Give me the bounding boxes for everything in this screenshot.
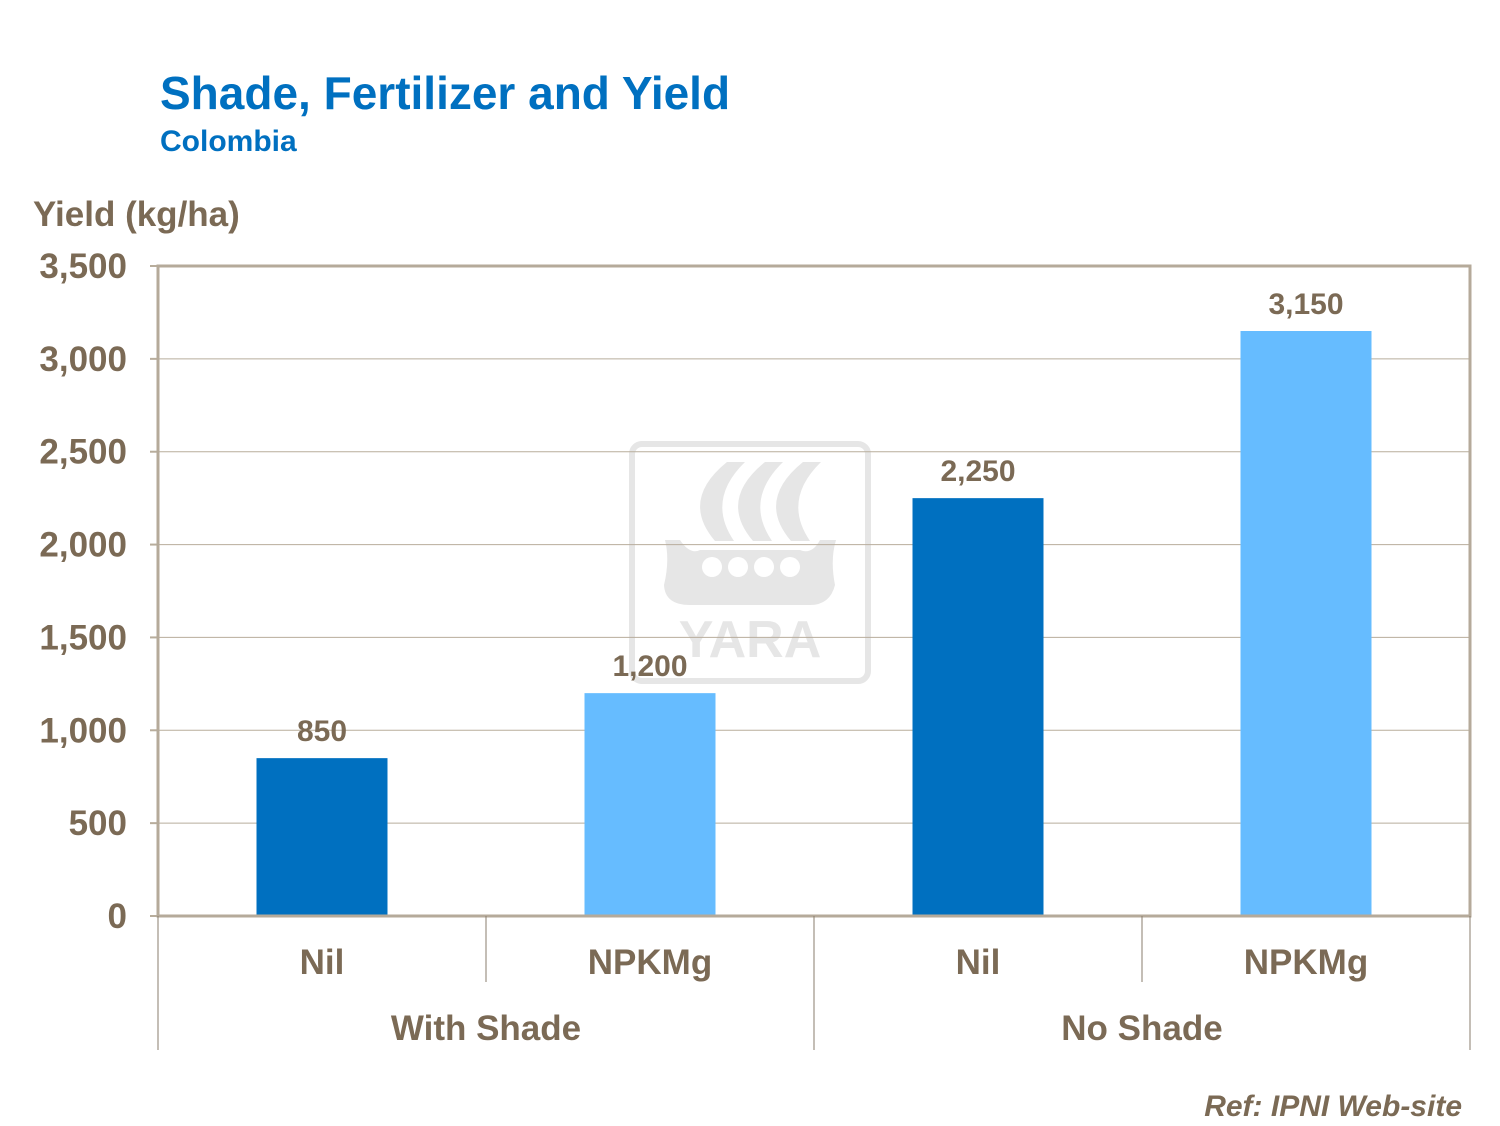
bar (584, 693, 716, 916)
y-axis-label: Yield (kg/ha) (33, 195, 240, 234)
source-reference: Ref: IPNI Web-site (1204, 1090, 1462, 1123)
y-tick-label: 2,000 (39, 526, 127, 565)
bar (256, 758, 388, 916)
data-label: 2,250 (940, 455, 1015, 488)
y-tick-label: 1,500 (39, 618, 127, 657)
yara-logo-watermark: YARA (629, 441, 871, 684)
data-label: 1,200 (612, 650, 687, 683)
data-label: 850 (297, 715, 347, 748)
group-label: No Shade (1061, 1009, 1222, 1048)
data-label: 3,150 (1268, 288, 1343, 321)
bar (912, 498, 1044, 916)
x-tick-label: NPKMg (1244, 943, 1368, 982)
y-tick-label: 3,500 (39, 247, 127, 286)
y-tick-label: 0 (108, 897, 127, 936)
group-label: With Shade (391, 1009, 581, 1048)
y-tick-label: 500 (69, 804, 127, 843)
y-tick-label: 2,500 (39, 433, 127, 472)
y-tick-label: 1,000 (39, 711, 127, 750)
bar (1240, 331, 1372, 916)
x-tick-label: NPKMg (588, 943, 712, 982)
chart-title: Shade, Fertilizer and Yield (160, 67, 731, 119)
x-tick-label: Nil (300, 943, 345, 982)
y-tick-label: 3,000 (39, 340, 127, 379)
x-tick-label: Nil (956, 943, 1001, 982)
chart-subtitle: Colombia (160, 125, 297, 158)
svg-text:YARA: YARA (679, 611, 822, 669)
